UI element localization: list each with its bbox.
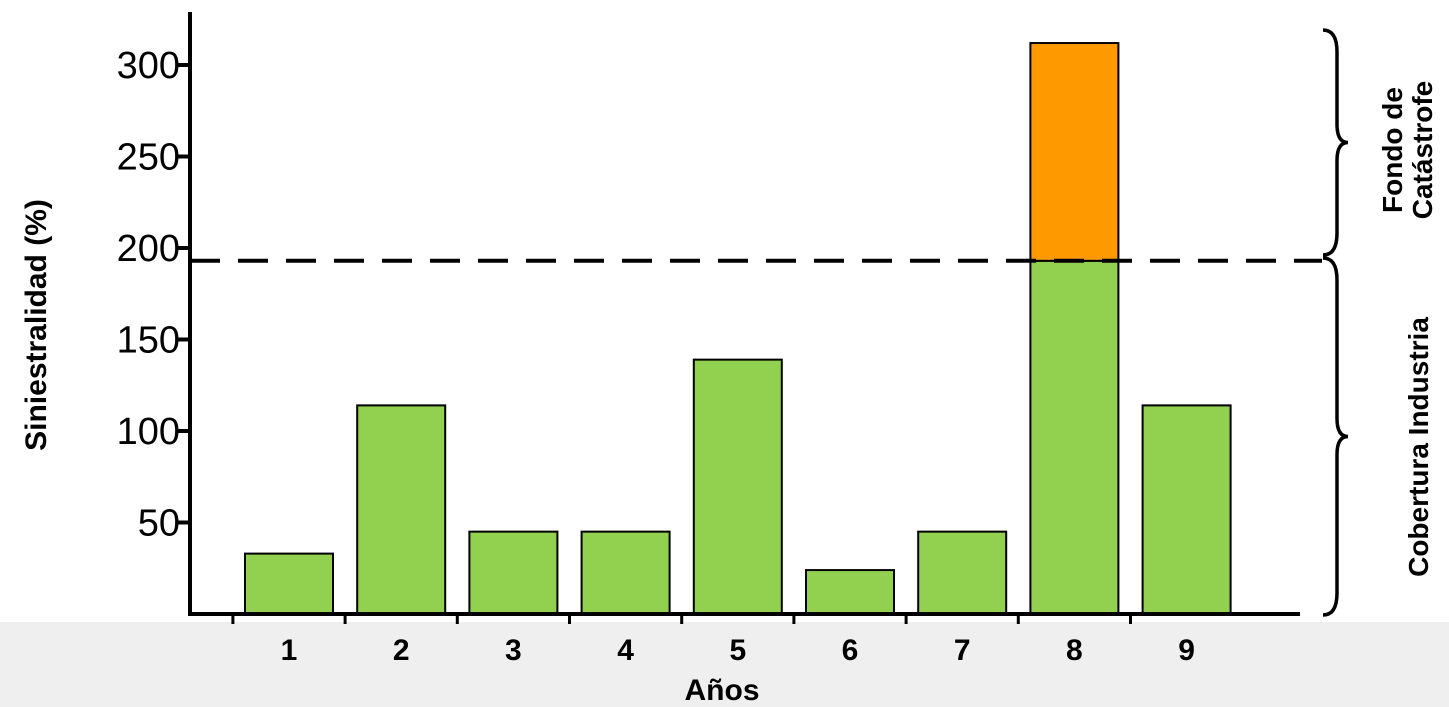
bars-group <box>244 42 1232 616</box>
x-label-4: 4 <box>617 634 634 667</box>
bar-3-series-1 <box>468 530 559 616</box>
side-label-line-1: Fondo de <box>1377 87 1408 213</box>
bar-8-series-2 <box>1029 42 1120 262</box>
bar-2-series-1 <box>356 404 447 615</box>
bar-5-series-1 <box>692 358 783 615</box>
side-label-cobertura-industria: Cobertura Industria <box>1403 317 1434 577</box>
x-label-5: 5 <box>729 634 746 667</box>
y-tick-label-250: 250 <box>117 137 180 179</box>
bar-6-series-1 <box>805 569 895 616</box>
x-label-9: 9 <box>1178 634 1195 667</box>
x-label-1: 1 <box>281 634 298 667</box>
bar-7-series-1 <box>917 530 1008 616</box>
bar-9-series-1 <box>1141 404 1232 615</box>
x-label-2: 2 <box>393 634 410 667</box>
bracket-fondo-catastrofe <box>1322 28 1349 257</box>
bar-1-series-1 <box>244 552 334 615</box>
footer-band <box>0 622 1449 707</box>
x-label-3: 3 <box>505 634 522 667</box>
x-label-7: 7 <box>954 634 971 667</box>
annotations-group: Años Siniestralidad (%) Fondo deCatástrofe… <box>20 28 1438 707</box>
x-label-8: 8 <box>1066 634 1083 667</box>
bracket-cobertura-industria <box>1322 256 1349 617</box>
side-label-fondo-catastrofe: Fondo deCatástrofe <box>1377 81 1438 219</box>
y-tick-label-50: 50 <box>138 503 180 545</box>
y-axis-title: Siniestralidad (%) <box>20 199 53 451</box>
y-ticks-group: 50 100 150 200 250 300 <box>117 45 1132 624</box>
y-tick-label-150: 150 <box>117 320 180 362</box>
side-label-line-2: Catástrofe <box>1407 81 1438 219</box>
x-axis-title: Años <box>685 674 760 707</box>
side-label-line-1: Cobertura Industria <box>1403 317 1434 577</box>
bar-4-series-1 <box>580 530 671 616</box>
y-tick-label-200: 200 <box>117 228 180 270</box>
axes-group <box>188 12 1322 616</box>
y-tick-label-300: 300 <box>117 45 180 87</box>
bar-8-series-1 <box>1029 259 1120 615</box>
y-tick-label-100: 100 <box>117 411 180 453</box>
x-labels-group: 1 2 3 4 5 6 7 8 9 <box>281 634 1195 667</box>
x-label-6: 6 <box>842 634 859 667</box>
